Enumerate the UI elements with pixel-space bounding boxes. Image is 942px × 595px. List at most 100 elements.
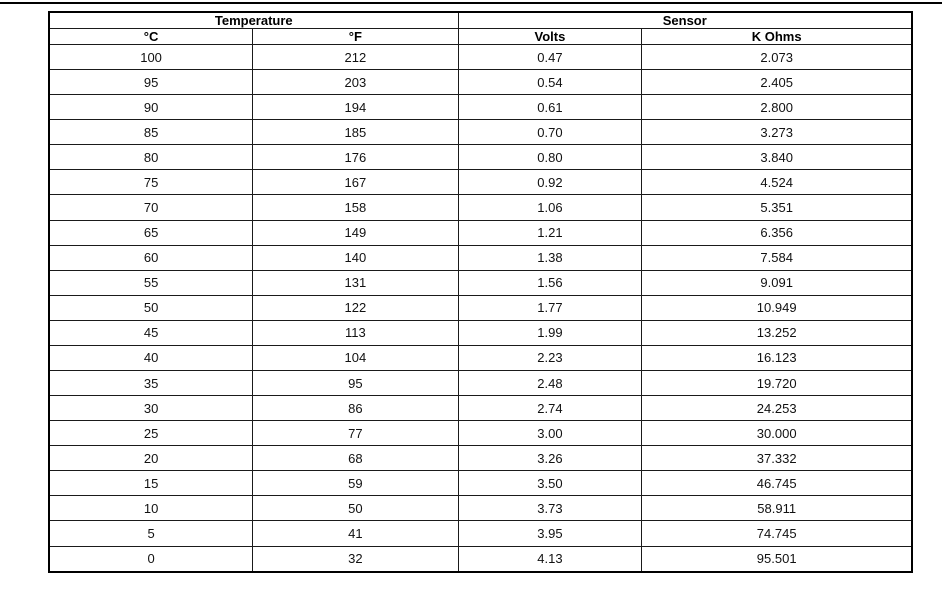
cell-fahrenheit: 167 [252,169,459,196]
table-row: 30 86 2.74 24.253 [48,395,913,422]
cell-fahrenheit: 41 [252,520,459,547]
column-header-volts: Volts [457,28,643,45]
cell-volts: 2.48 [457,370,643,397]
cell-kohms: 4.524 [641,169,913,196]
table-header: Temperature Sensor °C °F Volts K Ohms [48,11,913,45]
column-header-fahrenheit: °F [252,28,459,45]
cell-kohms: 19.720 [641,370,913,397]
cell-kohms: 74.745 [641,520,913,547]
table-row: 85 185 0.70 3.273 [48,119,913,146]
cell-celsius: 0 [48,545,254,573]
cell-volts: 1.06 [457,194,643,221]
table-row: 45 113 1.99 13.252 [48,319,913,346]
table-row: 25 77 3.00 30.000 [48,420,913,447]
cell-fahrenheit: 185 [252,119,459,146]
cell-volts: 1.56 [457,269,643,296]
cell-volts: 3.00 [457,420,643,447]
table-row: 80 176 0.80 3.840 [48,144,913,171]
cell-celsius: 50 [48,294,254,321]
table-body: 100 212 0.47 2.073 95 203 0.54 2.405 90 194 0.61 2.… [48,43,913,573]
table-row: 15 59 3.50 46.745 [48,470,913,497]
cell-fahrenheit: 68 [252,445,459,472]
cell-kohms: 5.351 [641,194,913,221]
cell-kohms: 3.840 [641,144,913,171]
cell-celsius: 35 [48,370,254,397]
cell-kohms: 10.949 [641,294,913,321]
cell-kohms: 95.501 [641,545,913,573]
cell-kohms: 2.800 [641,94,913,121]
cell-kohms: 30.000 [641,420,913,447]
cell-celsius: 55 [48,269,254,296]
cell-volts: 0.92 [457,169,643,196]
cell-celsius: 15 [48,470,254,497]
cell-volts: 1.38 [457,244,643,271]
table-row: 10 50 3.73 58.911 [48,495,913,522]
table-row: 20 68 3.26 37.332 [48,445,913,472]
group-header-row: Temperature Sensor [48,11,913,29]
table-row: 65 149 1.21 6.356 [48,219,913,246]
cell-volts: 0.47 [457,43,643,71]
cell-kohms: 2.073 [641,43,913,71]
cell-kohms: 46.745 [641,470,913,497]
cell-fahrenheit: 149 [252,219,459,246]
cell-fahrenheit: 104 [252,344,459,372]
table-row: 0 32 4.13 95.501 [48,545,913,573]
table-row: 5 41 3.95 74.745 [48,520,913,547]
cell-fahrenheit: 158 [252,194,459,221]
cell-volts: 3.26 [457,445,643,472]
temperature-sensor-table: Temperature Sensor °C °F Volts K Ohms 10… [48,11,913,573]
column-header-celsius: °C [48,28,254,45]
cell-fahrenheit: 77 [252,420,459,447]
cell-celsius: 25 [48,420,254,447]
cell-fahrenheit: 59 [252,470,459,497]
cell-volts: 1.21 [457,219,643,246]
cell-celsius: 30 [48,395,254,422]
cell-celsius: 45 [48,319,254,346]
cell-fahrenheit: 131 [252,269,459,296]
cell-kohms: 7.584 [641,244,913,271]
cell-celsius: 85 [48,119,254,146]
cell-celsius: 80 [48,144,254,171]
cell-kohms: 58.911 [641,495,913,522]
cell-volts: 4.13 [457,545,643,573]
table-row: 40 104 2.23 16.123 [48,344,913,372]
cell-kohms: 2.405 [641,69,913,96]
cell-celsius: 100 [48,43,254,71]
cell-volts: 3.95 [457,520,643,547]
table-row: 50 122 1.77 10.949 [48,294,913,321]
cell-celsius: 5 [48,520,254,547]
table-row: 100 212 0.47 2.073 [48,43,913,71]
cell-celsius: 10 [48,495,254,522]
table-row: 35 95 2.48 19.720 [48,370,913,397]
column-header-row: °C °F Volts K Ohms [48,28,913,45]
cell-volts: 1.77 [457,294,643,321]
group-header-sensor: Sensor [457,11,913,29]
cell-celsius: 40 [48,344,254,372]
table-row: 90 194 0.61 2.800 [48,94,913,121]
cell-volts: 2.74 [457,395,643,422]
table-row: 60 140 1.38 7.584 [48,244,913,271]
cell-volts: 3.73 [457,495,643,522]
group-header-temperature: Temperature [48,11,459,29]
table-row: 70 158 1.06 5.351 [48,194,913,221]
table-row: 75 167 0.92 4.524 [48,169,913,196]
cell-volts: 2.23 [457,344,643,372]
cell-fahrenheit: 50 [252,495,459,522]
column-header-kohms: K Ohms [641,28,913,45]
cell-volts: 0.80 [457,144,643,171]
cell-kohms: 24.253 [641,395,913,422]
cell-fahrenheit: 212 [252,43,459,71]
top-horizontal-rule [0,2,942,4]
cell-volts: 0.70 [457,119,643,146]
cell-fahrenheit: 122 [252,294,459,321]
table-row: 55 131 1.56 9.091 [48,269,913,296]
cell-celsius: 75 [48,169,254,196]
cell-kohms: 37.332 [641,445,913,472]
cell-fahrenheit: 32 [252,545,459,573]
cell-fahrenheit: 176 [252,144,459,171]
cell-fahrenheit: 140 [252,244,459,271]
cell-fahrenheit: 113 [252,319,459,346]
cell-celsius: 90 [48,94,254,121]
cell-fahrenheit: 86 [252,395,459,422]
